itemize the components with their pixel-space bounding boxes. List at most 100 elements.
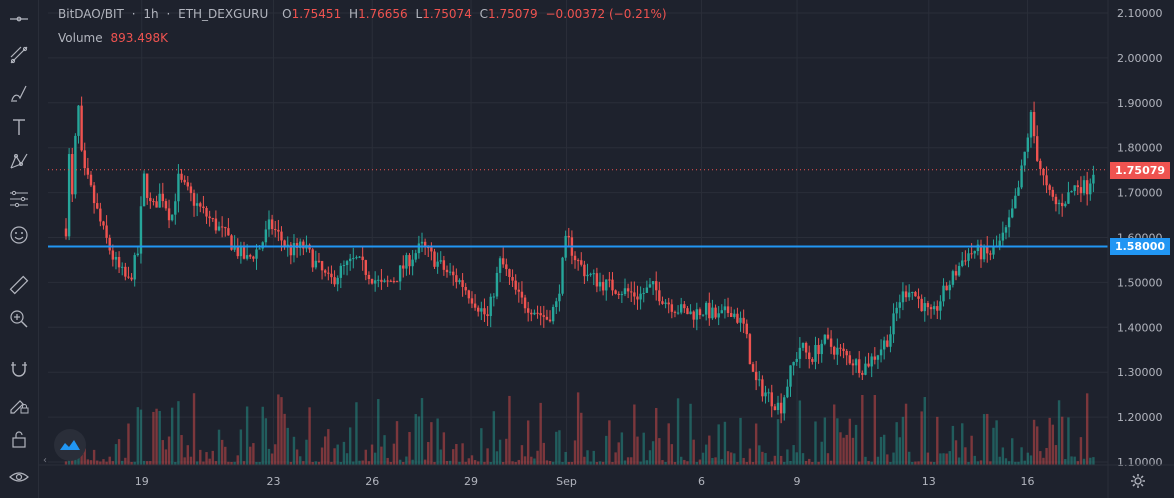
volume-bar	[389, 461, 392, 465]
candle-body	[220, 226, 224, 228]
candle-body	[623, 288, 627, 295]
candle-body	[658, 290, 661, 302]
candle-body	[302, 241, 305, 249]
volume-bar	[336, 444, 339, 465]
emoji-tool-button[interactable]	[4, 220, 34, 250]
candle-body	[726, 306, 730, 314]
candle-body	[130, 277, 133, 280]
volume-bar	[186, 445, 189, 465]
volume-bar	[1004, 458, 1008, 465]
pattern-tool-button[interactable]	[4, 146, 34, 176]
candle-body	[804, 342, 808, 353]
candle-body	[645, 287, 649, 293]
volume-bar	[611, 462, 614, 465]
crosshair-tool-button[interactable]	[4, 4, 34, 34]
volume-bar	[720, 459, 723, 465]
emoji-icon	[10, 226, 28, 244]
trend-line-tool-button[interactable]	[4, 40, 34, 70]
volume-bar	[901, 416, 905, 465]
text-tool-button[interactable]	[4, 112, 34, 142]
candle-body	[679, 304, 683, 313]
volume-bar	[558, 430, 561, 465]
price-tick-label: 2.10000	[1117, 7, 1163, 20]
volume-bar	[89, 460, 93, 465]
volume-bar	[667, 423, 670, 465]
candle-body	[427, 247, 430, 249]
interval-label[interactable]: 1h	[143, 7, 159, 21]
price-axis[interactable]: 2.100002.000001.900001.800001.700001.600…	[1117, 7, 1163, 469]
level-price-tag[interactable]: 1.58000	[1110, 238, 1170, 255]
volume-bar	[142, 460, 146, 465]
volume-bar	[533, 458, 536, 465]
volume-bar	[436, 418, 439, 465]
hide-drawings-tool-button[interactable]	[4, 462, 34, 492]
candle-body	[611, 279, 614, 291]
magnet-tool-button[interactable]	[4, 354, 34, 384]
time-tick-label: 9	[794, 475, 801, 488]
candle-body	[664, 302, 667, 304]
time-axis[interactable]: 19 23 26 29 Sep 6 9 13 16	[135, 475, 1035, 488]
volume-bar	[617, 442, 620, 465]
volume-bar	[804, 461, 808, 465]
volume-bar	[823, 417, 827, 465]
candle-body	[758, 379, 761, 381]
volume-bar	[545, 460, 549, 465]
volume-bar	[452, 449, 455, 465]
volume-bar	[814, 421, 817, 465]
volume-bar	[639, 461, 642, 465]
volume-bar	[211, 450, 214, 465]
candle-body	[448, 271, 452, 273]
low-value: 1.75074	[422, 7, 472, 21]
candle-body	[164, 201, 168, 209]
lock-all-tool-button[interactable]	[4, 424, 34, 454]
candle-body	[77, 105, 80, 136]
volume-bar	[623, 460, 627, 465]
volume-bar	[658, 438, 661, 465]
candle-body	[932, 306, 936, 310]
candle-body	[505, 264, 508, 270]
candle-body	[1045, 175, 1048, 186]
volume-bar	[1073, 456, 1076, 465]
current-price-tag: 1.75079	[1110, 162, 1170, 179]
candle-body	[720, 310, 723, 314]
tradingview-logo[interactable]	[54, 429, 86, 461]
candle-body	[1039, 160, 1042, 170]
volume-bar	[826, 453, 830, 465]
volume-bar	[1001, 447, 1005, 465]
volume-bar	[904, 403, 908, 465]
brush-tool-button[interactable]	[4, 78, 34, 108]
volume-bar	[942, 453, 945, 465]
candle-body	[655, 281, 658, 291]
volume-bar	[1067, 417, 1070, 465]
prediction-tool-button[interactable]	[4, 184, 34, 214]
candle-body	[767, 392, 770, 394]
candle-body	[67, 154, 71, 237]
lock-drawing-tool-button[interactable]	[4, 390, 34, 420]
candle-body	[926, 303, 930, 308]
volume-bar	[957, 457, 961, 465]
volume-bar	[217, 429, 221, 465]
scroll-left-arrow[interactable]: ‹	[43, 454, 47, 466]
close-value: 1.75079	[488, 7, 538, 21]
volume-bar	[854, 424, 858, 465]
zoom-in-tool-button[interactable]	[4, 304, 34, 334]
open-key: O	[282, 7, 292, 21]
volume-label[interactable]: Volume	[58, 31, 103, 45]
chart-settings-button[interactable]	[1128, 471, 1148, 491]
candle-body	[470, 298, 474, 304]
ruler-tool-button[interactable]	[4, 270, 34, 300]
symbol-name[interactable]: BitDAO/BIT	[58, 7, 124, 21]
candle-body	[149, 197, 152, 202]
price-tick-label: 1.80000	[1117, 142, 1163, 155]
text-icon	[13, 119, 25, 135]
candle-body	[1051, 189, 1055, 197]
candle-body	[667, 302, 670, 305]
volume-bar	[264, 418, 268, 465]
volume-bar	[539, 402, 542, 465]
ohlc-legend: BitDAO/BIT · 1h · ETH_DEXGURU O1.75451 H…	[58, 7, 671, 21]
volume-bar	[377, 399, 380, 465]
volume-bar	[414, 414, 417, 465]
volume-bar	[489, 461, 492, 465]
candle-body	[208, 216, 211, 219]
